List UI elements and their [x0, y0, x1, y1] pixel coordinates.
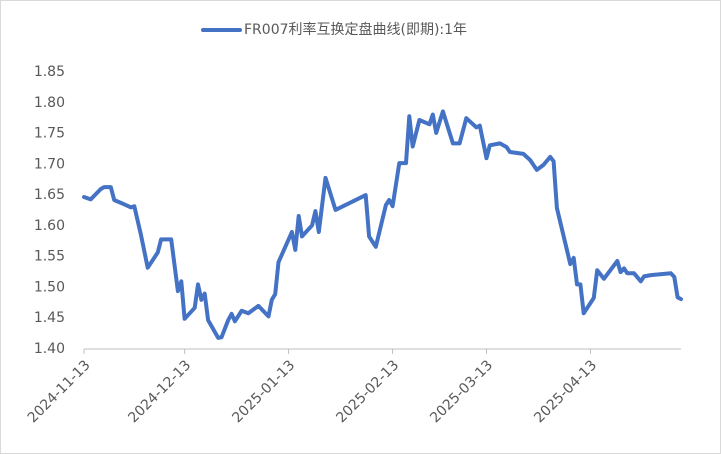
y-tick-label: 1.40	[34, 341, 65, 357]
y-tick-label: 1.80	[34, 95, 65, 111]
y-tick-label: 1.55	[34, 249, 65, 265]
y-tick-label: 1.65	[34, 187, 65, 203]
y-tick-label: 1.85	[34, 64, 65, 80]
y-tick-label: 1.45	[34, 310, 65, 326]
series-line	[82, 109, 683, 340]
y-tick-label: 1.50	[34, 279, 65, 295]
y-tick-label: 1.60	[34, 218, 65, 234]
y-tick-label: 1.75	[34, 126, 65, 142]
legend-label: FR007利率互换定盘曲线(即期):1年	[244, 21, 467, 38]
y-tick-label: 1.70	[34, 156, 65, 172]
